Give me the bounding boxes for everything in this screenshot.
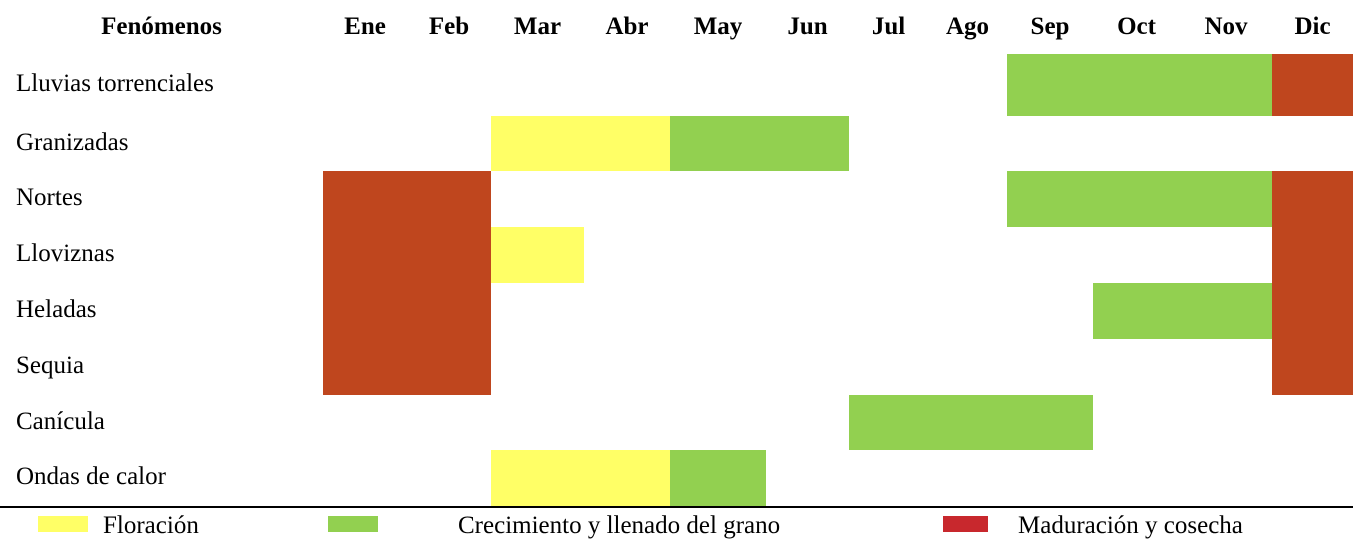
stage-cell <box>1007 395 1093 450</box>
stage-cell <box>1093 54 1180 116</box>
stage-cell <box>1007 171 1093 227</box>
row-label: Ondas de calor <box>16 463 166 490</box>
legend-label: Floración <box>103 512 199 539</box>
stage-cell <box>407 339 491 395</box>
legend-swatch <box>38 516 88 532</box>
row-label: Canícula <box>16 407 105 435</box>
stage-cell <box>323 171 407 227</box>
stage-cell <box>1272 339 1353 395</box>
stage-cell <box>584 450 670 506</box>
stage-cell <box>1272 54 1353 116</box>
row-label: Sequia <box>16 352 85 379</box>
stage-cell <box>407 227 491 283</box>
header-cell: Fenómenos <box>101 13 222 40</box>
stage-cell <box>491 450 584 506</box>
row-label: Lluvias torrenciales <box>16 70 214 97</box>
legend-label: Crecimiento y llenado del grano <box>458 512 781 539</box>
bottom-rule <box>0 506 1353 508</box>
stage-cell <box>1272 227 1353 283</box>
stage-cell <box>491 227 584 283</box>
header-cell: Oct <box>1117 13 1156 40</box>
stage-cell <box>928 395 1007 450</box>
header-cell: Jun <box>787 13 828 40</box>
legend-swatch <box>943 516 988 532</box>
row-label: Lloviznas <box>16 240 115 267</box>
header-cell: Dic <box>1294 13 1331 40</box>
stage-cell <box>1272 171 1353 227</box>
stage-cell <box>1007 54 1093 116</box>
stage-cell <box>407 283 491 339</box>
stage-cell <box>584 116 670 171</box>
header-cell: Feb <box>428 13 470 40</box>
stage-cell <box>1093 171 1180 227</box>
header-cell: Jul <box>871 13 906 40</box>
legend-label: Maduración y cosecha <box>1018 512 1243 539</box>
row-label: Granizadas <box>16 128 129 156</box>
stage-cell <box>1180 283 1272 339</box>
header-cell: Ene <box>344 13 386 40</box>
stage-cell <box>670 450 766 506</box>
stage-cell <box>1180 171 1272 227</box>
row-label: Nortes <box>16 184 83 211</box>
stage-cell <box>670 116 766 171</box>
row-label: Heladas <box>16 296 97 323</box>
stage-cell <box>323 227 407 283</box>
header-cell: Abr <box>605 13 649 40</box>
stage-cell <box>323 339 407 395</box>
header-cell: Sep <box>1030 13 1070 40</box>
legend-swatch <box>328 516 378 532</box>
header-cell: Mar <box>513 13 562 40</box>
stage-cell <box>323 283 407 339</box>
stage-cell <box>407 171 491 227</box>
stage-cell <box>1093 283 1180 339</box>
header-cell: Nov <box>1204 13 1248 40</box>
header-cell: May <box>693 13 743 40</box>
stage-cell <box>1180 54 1272 116</box>
stage-cell <box>849 395 928 450</box>
stage-cell <box>766 116 849 171</box>
stage-cell <box>1272 283 1353 339</box>
header-cell: Ago <box>945 13 990 40</box>
stage-cell <box>491 116 584 171</box>
